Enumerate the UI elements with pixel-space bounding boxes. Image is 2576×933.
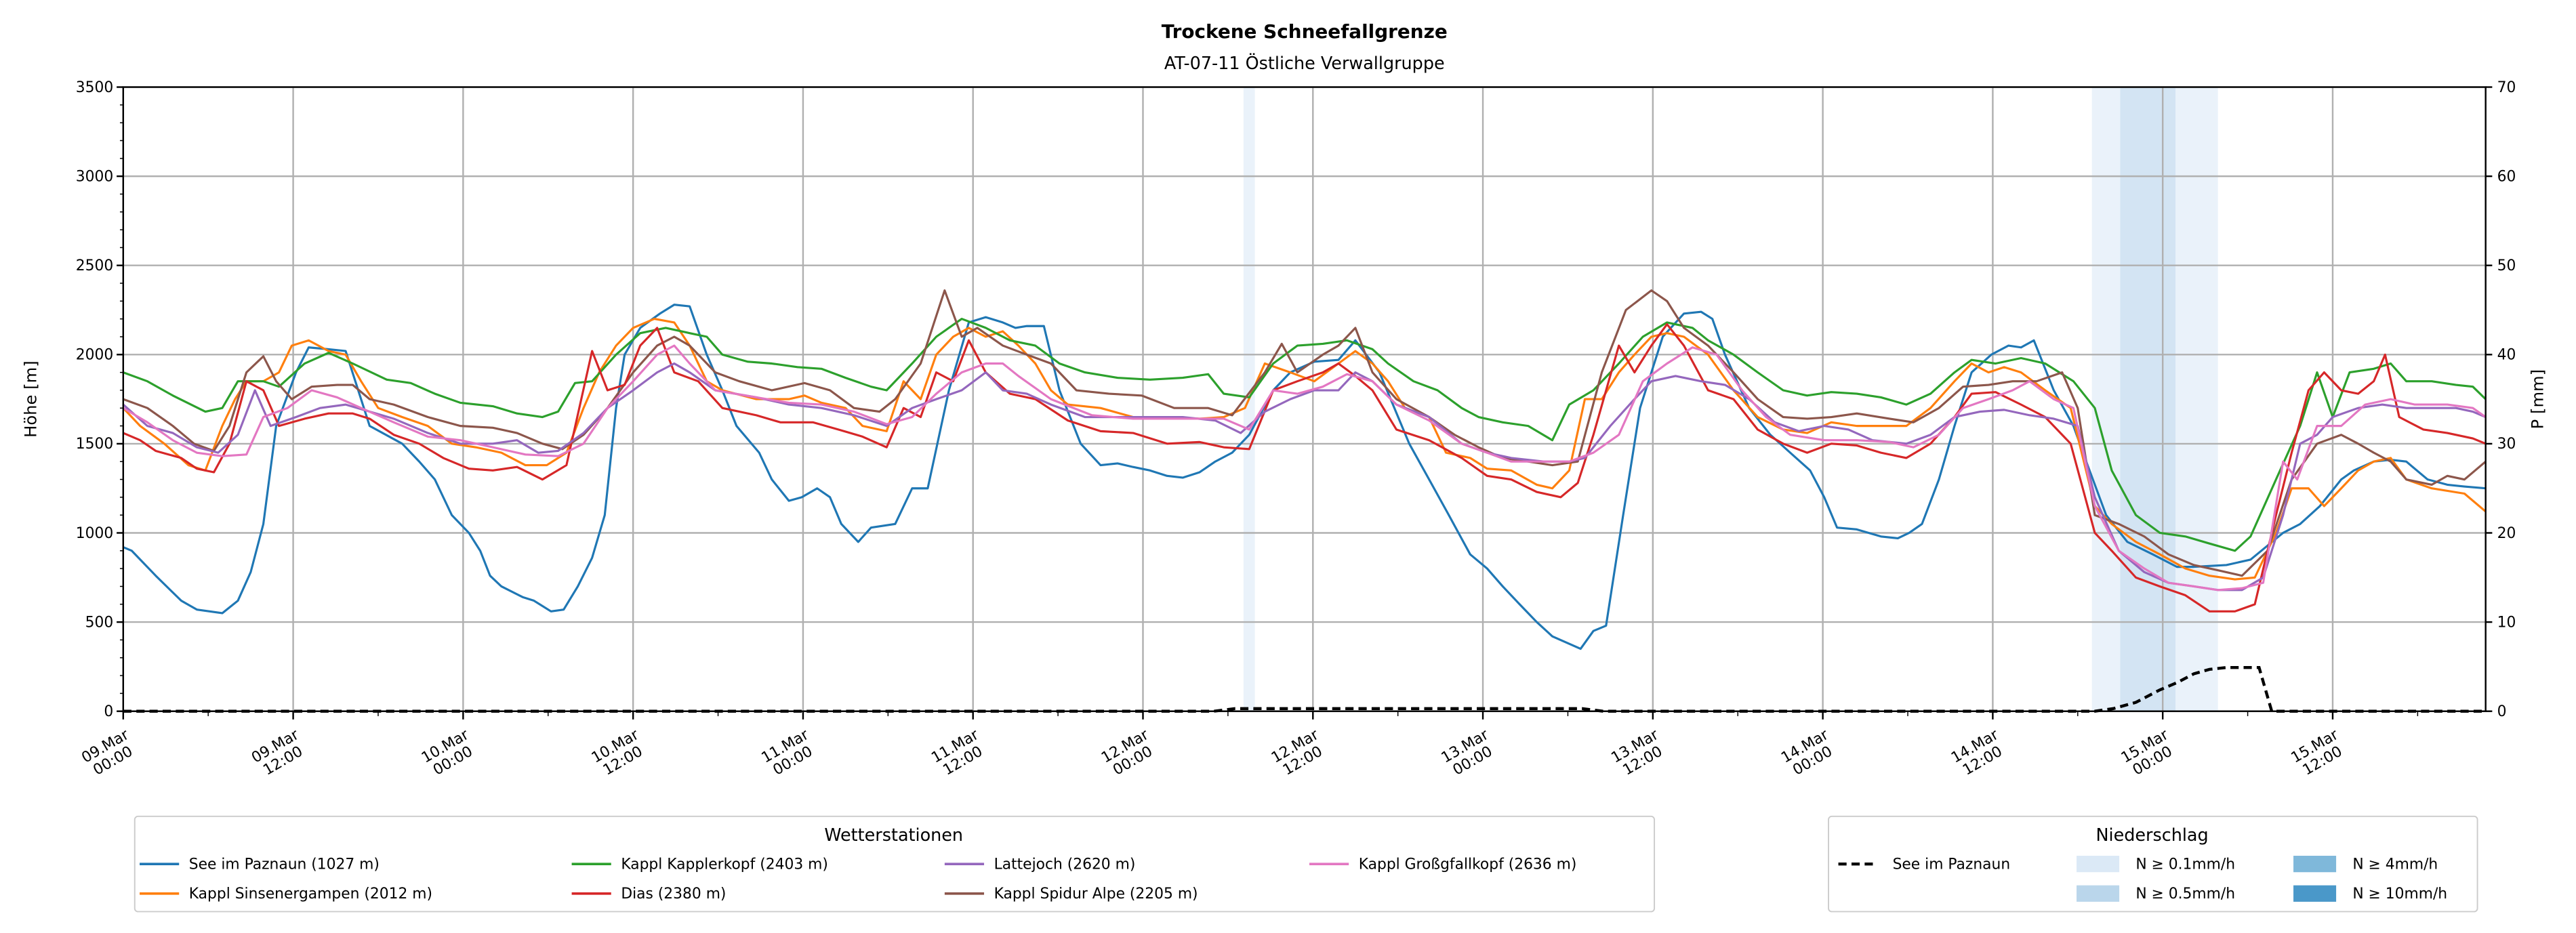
y-right-tick-label: 40 (2497, 347, 2516, 364)
series-line (123, 344, 2487, 592)
y-tick-label: 3500 (76, 79, 113, 96)
series-line (123, 317, 2487, 552)
y-tick-label: 0 (104, 703, 113, 720)
legend-precip-label: N ≥ 0.1mm/h (2135, 856, 2235, 873)
legend-label: See im Paznaun (1027 m) (189, 856, 380, 873)
series-line (123, 289, 2487, 577)
precip-line (123, 666, 2486, 713)
legend-stations-title: Wetterstationen (824, 825, 963, 846)
y-right-tick-label: 50 (2497, 257, 2516, 274)
y-tick-label: 3000 (76, 168, 113, 185)
legend-precip-series-label: See im Paznaun (1893, 856, 2011, 873)
plot-frame (122, 86, 2487, 712)
legend-label: Kappl Spidur Alpe (2205 m) (994, 886, 1198, 903)
x-tick-label: 14.Mar12:00 (1948, 726, 2009, 781)
legend-precip-patch (2077, 885, 2120, 902)
y-axis-right-label: P [mm] (2528, 369, 2548, 429)
legend-precip-patch (2293, 856, 2337, 873)
precip-bands (1243, 87, 2218, 711)
y-right-tick-label: 70 (2497, 79, 2516, 96)
series-line (123, 323, 2487, 613)
series-line (123, 304, 2486, 650)
legend-label: Dias (2380 m) (621, 886, 726, 903)
y-tick-label: 2000 (76, 347, 113, 364)
legend-label: Kappl Großgfallkopf (2636 m) (1359, 856, 1577, 873)
precip-band (2175, 87, 2218, 711)
legend-precip-label: N ≥ 10mm/h (2352, 886, 2447, 903)
y-right-tick-label: 10 (2497, 614, 2516, 631)
legend-label: Kappl Kapplerkopf (2403 m) (621, 856, 828, 873)
y-right-tick-label: 60 (2497, 168, 2516, 185)
y-right-tick-label: 0 (2497, 703, 2507, 720)
legend-precip-title: Niederschlag (2095, 825, 2208, 846)
legend-precip-label: N ≥ 0.5mm/h (2135, 886, 2235, 903)
legend-precip-patch (2293, 885, 2337, 902)
precip-band (2120, 87, 2175, 711)
legend-precip: Niederschlag See im Paznaun N ≥ 0.1mm/h N… (1828, 815, 2478, 913)
y-tick-label: 500 (85, 614, 114, 631)
series-lines (122, 289, 2487, 713)
y-tick-label: 1500 (76, 436, 113, 453)
y-right-tick-label: 30 (2497, 436, 2516, 453)
legend-stations: Wetterstationen See im Paznaun (1027 m) K… (134, 815, 1656, 913)
legend-label: Kappl Sinsenergampen (2012 m) (189, 886, 432, 903)
chart-title: Trockene Schneefallgrenze (1162, 20, 1448, 43)
chart-subtitle: AT-07-11 Östliche Verwallgruppe (1164, 54, 1445, 74)
precip-band (2091, 87, 2121, 711)
legend-precip-patch (2077, 856, 2120, 873)
legend-precip-label: N ≥ 4mm/h (2352, 856, 2438, 873)
y-axis-label: Höhe [m] (20, 360, 40, 438)
legend-label: Lattejoch (2620 m) (994, 856, 1136, 873)
y-tick-label: 2500 (76, 257, 113, 274)
y-right-tick-label: 20 (2497, 525, 2516, 542)
y-tick-label: 1000 (76, 525, 113, 542)
series-line (122, 362, 2487, 592)
